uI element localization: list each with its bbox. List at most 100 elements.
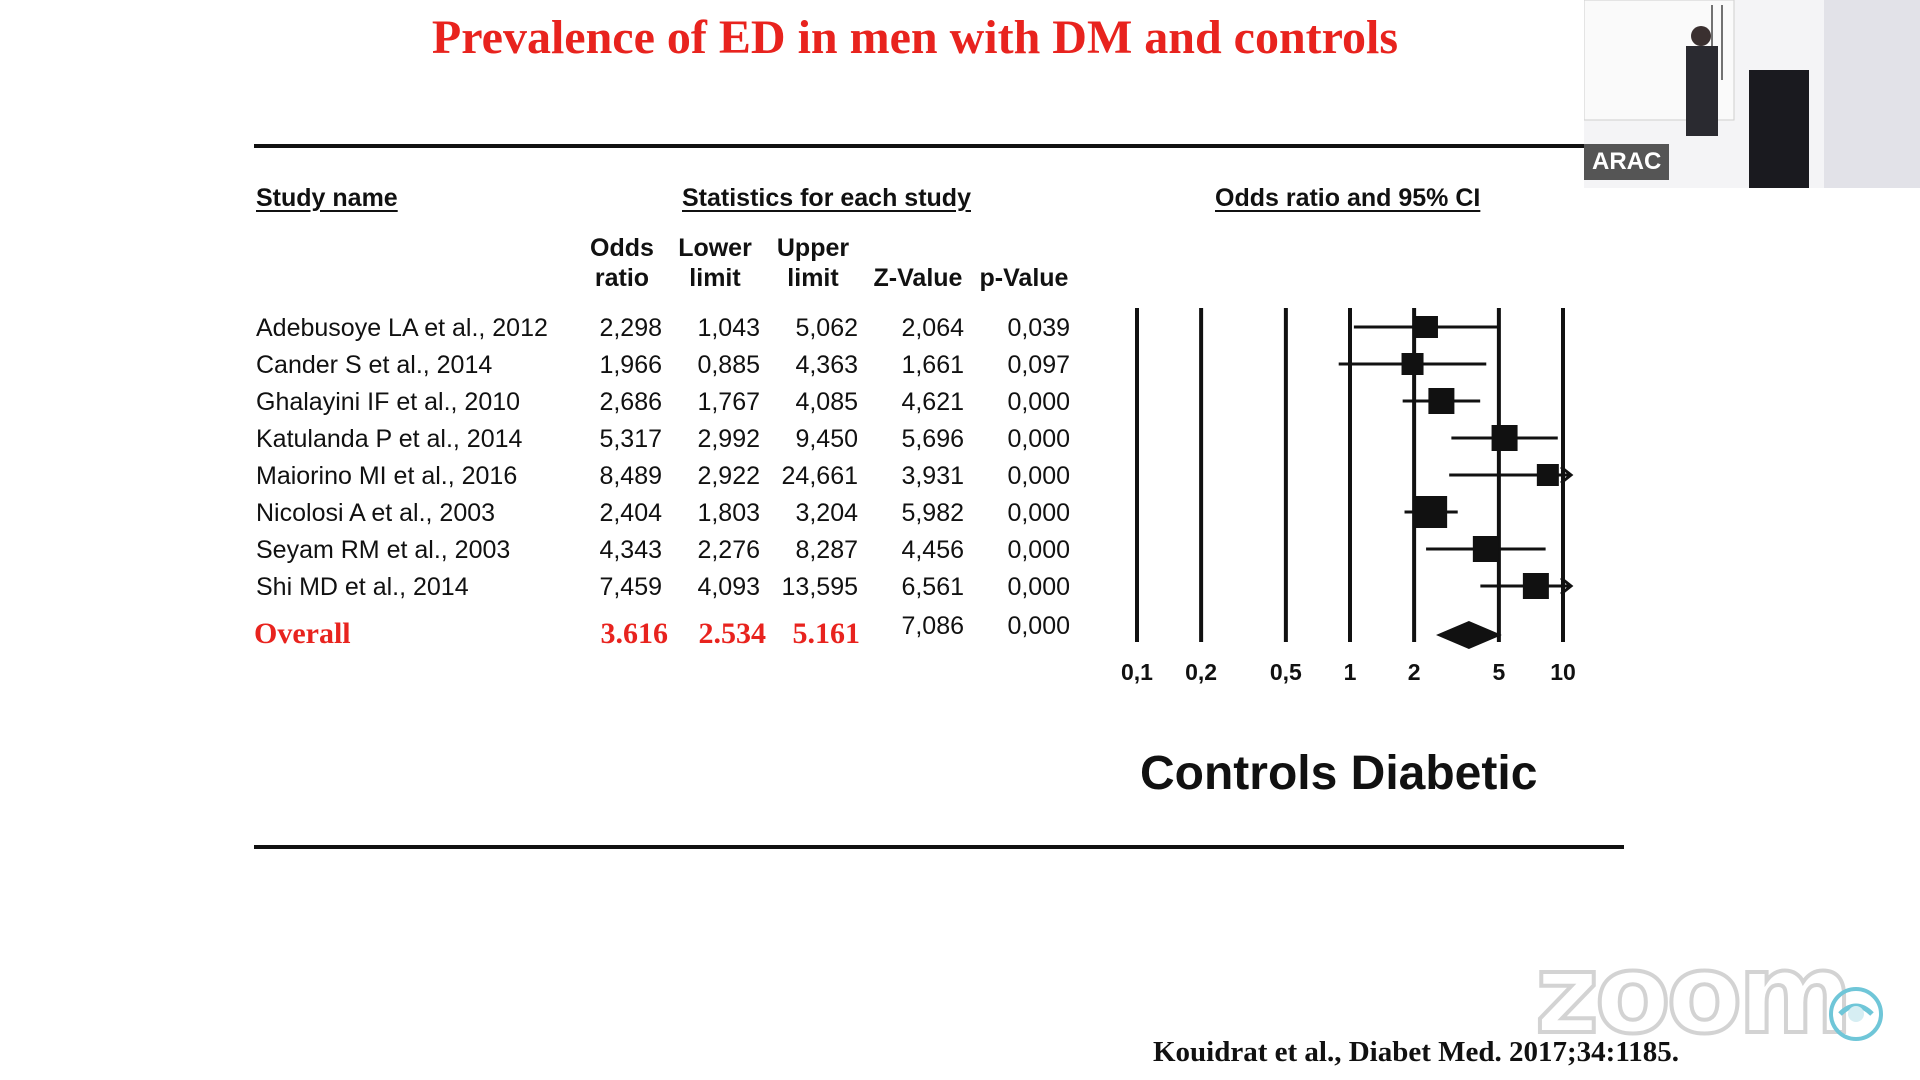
z-value: 3,931 (901, 462, 964, 490)
point-estimate-square (1415, 496, 1448, 528)
p-value: 0,000 (1007, 388, 1070, 416)
col-header-lower-limit: Lower limit (674, 233, 756, 293)
top-rule (254, 144, 1584, 148)
z-value: 5,696 (901, 425, 964, 453)
lower-limit: 1,767 (697, 388, 760, 416)
lower-limit: 1,043 (697, 314, 760, 342)
tick-label: 2 (1408, 659, 1421, 685)
header-statistics: Statistics for each study (682, 184, 971, 212)
tick-label: 0,1 (1121, 659, 1153, 685)
col-header-line: Odds (590, 234, 654, 262)
overall-z-value: 7,086 (901, 612, 964, 640)
overall-p-value: 0,000 (1007, 612, 1070, 640)
odds-ratio: 8,489 (599, 462, 662, 490)
overall-lower-limit: 2.534 (698, 617, 767, 650)
z-value: 2,064 (901, 314, 964, 342)
lower-limit: 1,803 (697, 499, 760, 527)
z-value: 4,621 (901, 388, 964, 416)
point-estimate-square (1536, 464, 1559, 486)
study-name: Shi MD et al., 2014 (256, 573, 469, 601)
odds-ratio: 4,343 (599, 536, 662, 564)
p-value: 0,097 (1007, 351, 1070, 379)
citation: Kouidrat et al., Diabet Med. 2017;34:118… (1153, 1036, 1679, 1068)
upper-limit: 9,450 (795, 425, 858, 453)
p-value: 0,000 (1007, 462, 1070, 490)
forest-plot: 0,1 0,2 0,5 1 2 5 10 (1121, 308, 1576, 685)
upper-limit: 4,363 (795, 351, 858, 379)
odds-ratio: 1,966 (599, 351, 662, 379)
header-odds-ci: Odds ratio and 95% CI (1215, 184, 1481, 212)
p-value: 0,039 (1007, 314, 1070, 342)
study-name: Adebusoye LA et al., 2012 (256, 314, 548, 342)
overall-odds-ratio: 3.616 (600, 617, 669, 650)
tick-label: 5 (1492, 659, 1505, 685)
point-estimate-square (1428, 388, 1455, 414)
col-header-line: Lower (678, 234, 752, 262)
slide-title: Prevalence of ED in men with DM and cont… (431, 11, 1399, 64)
p-value: 0,000 (1007, 573, 1070, 601)
odds-ratio: 2,298 (599, 314, 662, 342)
point-estimate-square (1401, 353, 1424, 375)
p-value: 0,000 (1007, 499, 1070, 527)
tick-label: 1 (1344, 659, 1357, 685)
lower-limit: 2,922 (697, 462, 760, 490)
ci-arrow (1560, 465, 1574, 485)
z-value: 6,561 (901, 573, 964, 601)
study-name: Cander S et al., 2014 (256, 351, 493, 379)
upper-limit: 13,595 (781, 573, 858, 601)
lower-limit: 4,093 (697, 573, 760, 601)
col-header-line: Upper (776, 234, 850, 262)
video-frame (1584, 0, 1920, 188)
upper-limit: 5,062 (795, 314, 858, 342)
col-header-p-value: p-Value (974, 233, 1074, 293)
tick-label: 0,5 (1270, 659, 1302, 685)
study-name: Maiorino MI et al., 2016 (256, 462, 518, 490)
upper-limit: 24,661 (781, 462, 858, 490)
overall-label: Overall (254, 617, 351, 650)
point-estimate-square (1415, 316, 1438, 338)
col-header-odds-ratio: Odds ratio (584, 233, 660, 293)
ssmh-logo-icon (1829, 987, 1883, 1041)
odds-ratio: 2,686 (599, 388, 662, 416)
overall-diamond (1436, 621, 1502, 649)
presenter-video-thumbnail[interactable]: ARAC (1584, 0, 1920, 188)
header-study-name: Study name (256, 184, 398, 212)
logo-core (1848, 1006, 1864, 1022)
z-value: 5,982 (901, 499, 964, 527)
plot-footer-label: Controls Diabetic (1140, 747, 1538, 800)
col-header-z-value: Z-Value (868, 233, 968, 293)
study-name: Seyam RM et al., 2003 (256, 536, 511, 564)
logo-ring (1829, 987, 1883, 1041)
col-header-line (974, 233, 1074, 263)
podium (1749, 70, 1809, 188)
upper-limit: 3,204 (795, 499, 858, 527)
p-value: 0,000 (1007, 425, 1070, 453)
tick-label: 0,2 (1185, 659, 1217, 685)
stage-wall (1824, 0, 1920, 188)
upper-limit: 4,085 (795, 388, 858, 416)
col-header-line: Z-Value (873, 264, 963, 292)
z-value: 4,456 (901, 536, 964, 564)
zoom-watermark-logo: zoom (1533, 928, 1855, 1060)
z-value: 1,661 (901, 351, 964, 379)
study-name: Ghalayini IF et al., 2010 (256, 388, 521, 416)
odds-ratio: 5,317 (599, 425, 662, 453)
upper-limit: 8,287 (795, 536, 858, 564)
col-header-line: limit (787, 264, 839, 292)
presenter-head (1691, 26, 1711, 46)
ci-arrow (1560, 576, 1574, 596)
point-estimate-square (1491, 425, 1518, 451)
study-name: Katulanda P et al., 2014 (256, 425, 523, 453)
video-participant-label: ARAC (1584, 144, 1670, 180)
point-estimate-square (1522, 573, 1549, 599)
odds-ratio: 7,459 (599, 573, 662, 601)
bottom-rule (254, 845, 1624, 849)
col-header-line: p-Value (979, 264, 1069, 292)
overall-upper-limit: 5.161 (792, 617, 861, 650)
tick-label: 10 (1550, 659, 1576, 685)
col-header-upper-limit: Upper limit (772, 233, 854, 293)
col-header-line: limit (689, 264, 741, 292)
p-value: 0,000 (1007, 536, 1070, 564)
col-header-line: ratio (594, 264, 650, 292)
point-estimate-square (1472, 536, 1499, 562)
